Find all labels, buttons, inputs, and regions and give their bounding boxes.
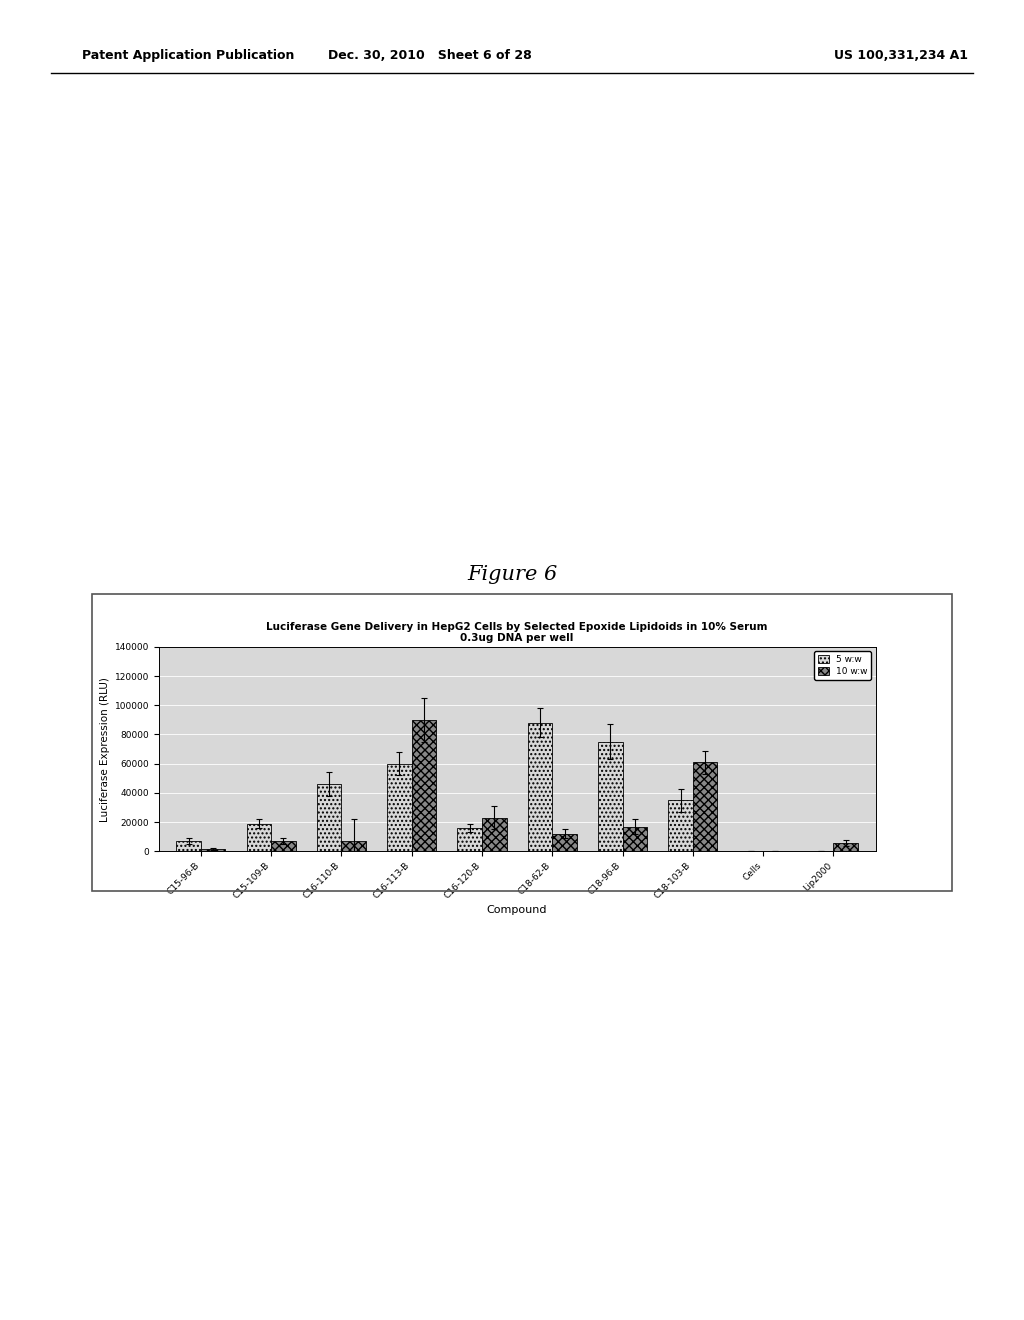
Bar: [693, 762, 718, 851]
Text: Dec. 30, 2010   Sheet 6 of 28: Dec. 30, 2010 Sheet 6 of 28: [329, 49, 531, 62]
Bar: [387, 764, 412, 851]
Bar: [271, 841, 296, 851]
Text: Patent Application Publication: Patent Application Publication: [82, 49, 294, 62]
Bar: [527, 723, 552, 851]
Bar: [482, 818, 507, 851]
Bar: [247, 824, 271, 851]
Bar: [458, 828, 482, 851]
Bar: [669, 800, 693, 851]
Bar: [412, 719, 436, 851]
Bar: [552, 834, 577, 851]
X-axis label: Compound: Compound: [486, 906, 548, 915]
Bar: [316, 784, 341, 851]
Text: US 100,331,234 A1: US 100,331,234 A1: [835, 49, 968, 62]
Bar: [341, 841, 366, 851]
Bar: [834, 842, 858, 851]
Bar: [623, 826, 647, 851]
Bar: [598, 742, 623, 851]
Text: Figure 6: Figure 6: [467, 565, 557, 583]
Bar: [201, 849, 225, 851]
Legend: 5 w:w, 10 w:w: 5 w:w, 10 w:w: [814, 651, 871, 680]
Title: Luciferase Gene Delivery in HepG2 Cells by Selected Epoxide Lipidoids in 10% Ser: Luciferase Gene Delivery in HepG2 Cells …: [266, 622, 768, 643]
Bar: [176, 841, 201, 851]
Y-axis label: Luciferase Expression (RLU): Luciferase Expression (RLU): [100, 677, 111, 821]
